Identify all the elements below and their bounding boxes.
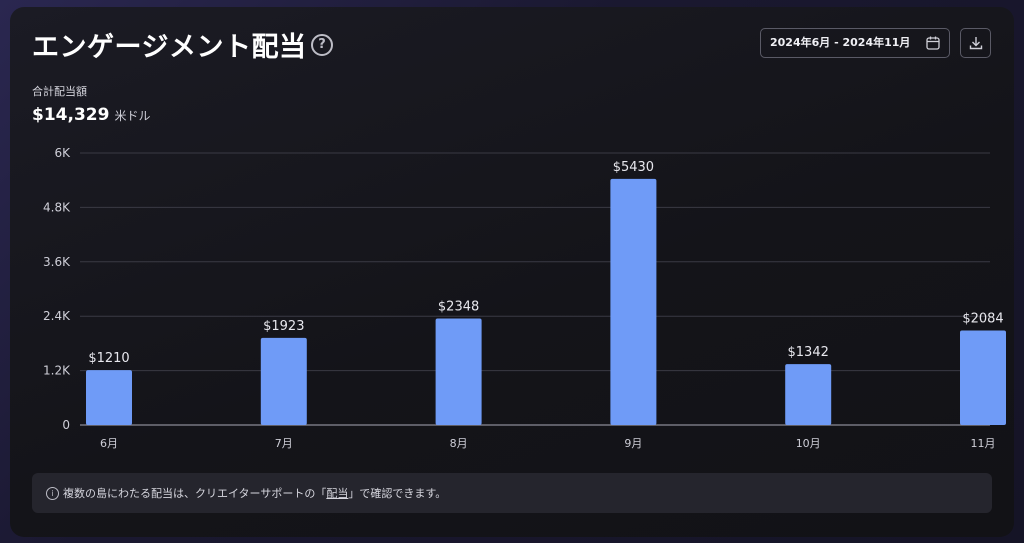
x-tick-label: 11月 xyxy=(971,437,996,450)
bar xyxy=(610,178,657,425)
currency-unit: 米ドル xyxy=(114,109,151,123)
payout-link[interactable]: 配当 xyxy=(326,487,349,500)
bar xyxy=(960,330,1006,425)
total-payout: $14,329 米ドル xyxy=(32,105,150,125)
engagement-payout-card: エンゲージメント配当 ? 2024年6月 - 2024年11月 合計配当額 $1… xyxy=(10,7,1014,537)
data-label: $1923 xyxy=(263,319,304,334)
x-tick-label: 9月 xyxy=(624,437,642,450)
data-label: $1210 xyxy=(88,351,129,366)
help-icon[interactable]: ? xyxy=(311,34,333,56)
y-tick-label: 3.6K xyxy=(43,255,71,269)
download-icon xyxy=(969,37,983,50)
y-tick-label: 1.2K xyxy=(43,364,71,378)
y-tick-label: 0 xyxy=(62,418,70,432)
x-tick-label: 7月 xyxy=(275,437,293,450)
info-text-after: 」で確認できます。 xyxy=(348,487,447,500)
y-tick-label: 2.4K xyxy=(43,309,71,323)
y-tick-label: 6K xyxy=(54,146,71,160)
date-range-picker[interactable]: 2024年6月 - 2024年11月 xyxy=(760,28,950,58)
x-tick-label: 8月 xyxy=(450,437,468,450)
data-label: $1342 xyxy=(788,345,829,360)
data-label: $2084 xyxy=(962,312,1003,327)
bar xyxy=(260,337,307,425)
data-label: $5430 xyxy=(613,160,654,175)
bar xyxy=(435,318,482,425)
total-payout-value: $14,329 xyxy=(32,105,110,125)
y-tick-label: 4.8K xyxy=(43,200,71,214)
download-button[interactable] xyxy=(960,28,991,58)
page-title: エンゲージメント配当 xyxy=(32,32,307,63)
x-tick-label: 10月 xyxy=(796,437,821,450)
calendar-icon xyxy=(926,36,940,50)
bar xyxy=(785,364,832,425)
info-icon: i xyxy=(46,487,59,500)
info-text: 複数の島にわたる配当は、クリエイターサポートの「配当」で確認できます。 xyxy=(63,485,446,501)
bar xyxy=(86,370,132,425)
total-payout-label: 合計配当額 xyxy=(32,85,87,98)
date-range-label: 2024年6月 - 2024年11月 xyxy=(770,36,911,49)
info-text-before: 複数の島にわたる配当は、クリエイターサポートの「 xyxy=(63,487,327,500)
info-banner: i 複数の島にわたる配当は、クリエイターサポートの「配当」で確認できます。 xyxy=(32,473,992,513)
x-tick-label: 6月 xyxy=(100,437,118,450)
data-label: $2348 xyxy=(438,300,479,315)
